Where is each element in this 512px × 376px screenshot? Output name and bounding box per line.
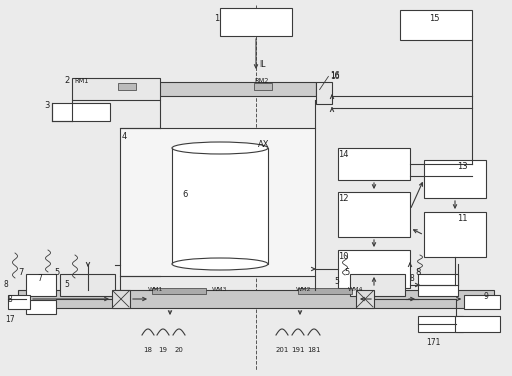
Text: 7: 7 <box>18 268 24 277</box>
Bar <box>464 295 500 309</box>
Text: 12: 12 <box>338 194 349 203</box>
Bar <box>338 250 410 288</box>
Bar <box>172 148 268 264</box>
Bar <box>26 300 56 314</box>
Bar <box>418 316 463 332</box>
Text: 15: 15 <box>429 14 439 23</box>
Bar <box>112 290 130 308</box>
Text: 16: 16 <box>330 71 339 80</box>
Text: AX: AX <box>258 140 269 149</box>
Text: 2: 2 <box>64 76 69 85</box>
Bar <box>72 78 160 100</box>
Text: 201: 201 <box>275 347 289 353</box>
Text: 3: 3 <box>44 101 49 110</box>
Text: 181: 181 <box>307 347 321 353</box>
Text: IL: IL <box>259 60 266 69</box>
Text: 8: 8 <box>4 280 9 289</box>
Text: 20: 20 <box>175 347 183 353</box>
Bar <box>316 82 332 104</box>
Text: 5: 5 <box>344 268 349 277</box>
Bar <box>8 295 30 309</box>
Bar <box>338 148 410 180</box>
Text: 191: 191 <box>291 347 305 353</box>
Bar <box>338 192 410 237</box>
Text: WM1: WM1 <box>148 287 163 292</box>
Bar <box>418 274 458 296</box>
Text: 13: 13 <box>457 162 467 171</box>
Text: 11: 11 <box>457 214 467 223</box>
Bar <box>18 290 494 308</box>
Bar <box>254 83 272 90</box>
Text: RM2: RM2 <box>254 78 268 84</box>
Text: 18: 18 <box>143 347 153 353</box>
Bar <box>220 8 292 36</box>
Bar <box>118 83 136 90</box>
Text: 8: 8 <box>415 268 420 277</box>
Text: 19: 19 <box>159 347 167 353</box>
Bar <box>60 274 115 296</box>
Bar <box>455 316 500 332</box>
Bar <box>88 82 316 96</box>
Bar <box>350 274 405 296</box>
Text: 171: 171 <box>426 338 440 347</box>
Bar <box>26 274 56 296</box>
Ellipse shape <box>172 142 268 154</box>
Text: 7: 7 <box>37 274 42 283</box>
Text: WM2: WM2 <box>296 287 311 292</box>
Text: 4: 4 <box>122 132 127 141</box>
Bar <box>424 160 486 198</box>
Text: 8: 8 <box>409 274 414 283</box>
Text: 10: 10 <box>338 252 349 261</box>
Text: 17: 17 <box>5 315 15 324</box>
Text: 14: 14 <box>338 150 349 159</box>
Text: 16: 16 <box>330 72 339 81</box>
Text: 6: 6 <box>182 190 187 199</box>
Bar <box>120 128 315 276</box>
Ellipse shape <box>172 258 268 270</box>
Bar <box>356 290 374 308</box>
Text: 5: 5 <box>54 268 59 277</box>
Text: 1: 1 <box>214 14 219 23</box>
Text: WM3: WM3 <box>212 287 227 292</box>
Bar <box>400 10 472 40</box>
Bar <box>424 212 486 257</box>
Text: RM1: RM1 <box>74 78 89 84</box>
Bar <box>52 103 110 121</box>
Text: 5: 5 <box>64 280 69 289</box>
Bar <box>298 288 352 294</box>
Text: 9: 9 <box>483 292 488 301</box>
Text: 5: 5 <box>334 277 339 286</box>
Text: 8: 8 <box>8 295 13 304</box>
Text: WM4: WM4 <box>348 287 364 292</box>
Bar <box>152 288 206 294</box>
